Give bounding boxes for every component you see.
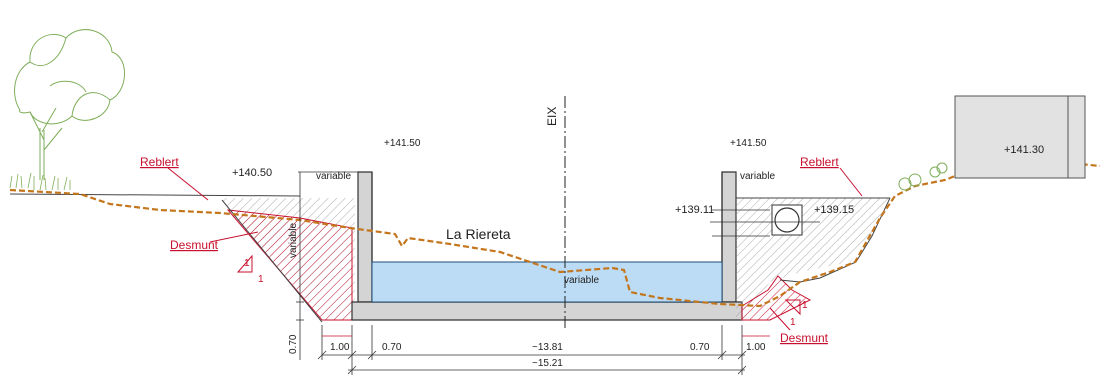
slope-triangle-left: 1 1 — [236, 254, 264, 285]
svg-text:1: 1 — [790, 317, 796, 328]
variable-label-top-right: variable — [740, 171, 775, 182]
desmunt-region-left — [226, 209, 353, 321]
variable-label-top-left: variable — [316, 171, 351, 182]
level-wall-top-left: +141.50 — [384, 138, 421, 149]
level-pipe-right: +139.15 — [814, 204, 854, 216]
reblert-label-right: Reblert — [800, 155, 839, 169]
dim-total-width: ~15.21 — [532, 358, 563, 369]
grass-left — [9, 172, 71, 191]
ground-line-left — [9, 193, 301, 197]
level-ground-left: +140.50 — [232, 167, 272, 179]
axis-label: EIX — [545, 107, 559, 126]
dim-left-cut: 1.00 — [330, 342, 350, 353]
variable-label-wall-left: variable — [288, 223, 299, 258]
dim-base-thickness: 0.70 — [288, 334, 299, 354]
level-wall-top-right: +141.50 — [730, 138, 767, 149]
svg-text:1: 1 — [802, 300, 808, 311]
tree-icon — [14, 29, 125, 180]
desmunt-label-left: Desmunt — [170, 238, 219, 252]
desmunt-label-right: Desmunt — [780, 331, 829, 345]
dim-right-cut: 1.00 — [746, 342, 766, 353]
reblert-label-left: Reblert — [140, 155, 179, 169]
water-area — [371, 261, 723, 303]
level-pipe-left: +139.11 — [675, 204, 714, 216]
svg-text:1: 1 — [258, 274, 264, 285]
dim-left-wall: 0.70 — [382, 342, 402, 353]
channel-name: La Riereta — [446, 226, 511, 242]
dim-inner-width: ~13.81 — [532, 342, 563, 353]
slope-triangle-right: 1 1 — [784, 299, 808, 328]
dimension-chain — [317, 325, 770, 375]
natural-slope-right — [779, 197, 891, 283]
pipe-icon — [710, 204, 820, 237]
level-building: +141.30 — [1004, 144, 1044, 156]
svg-text:1: 1 — [244, 258, 250, 269]
slope-line-left — [221, 199, 323, 323]
building — [954, 95, 1086, 179]
dim-right-wall: 0.70 — [690, 342, 710, 353]
shrub-icon — [898, 162, 948, 191]
variable-label-water: variable — [564, 275, 599, 286]
